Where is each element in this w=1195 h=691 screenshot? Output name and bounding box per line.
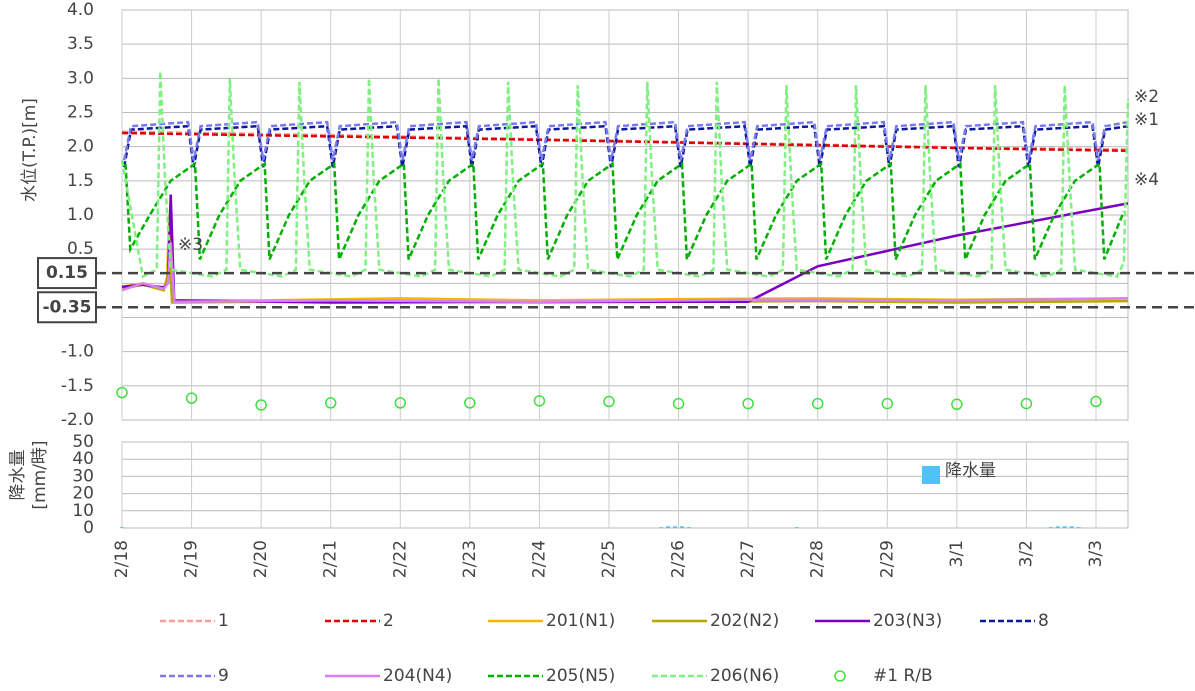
x-tick-label: 2/22	[390, 540, 410, 578]
y-tick-label: 0	[83, 518, 94, 538]
legend-label: 201(N1)	[546, 611, 615, 631]
x-tick-label: 2/25	[599, 540, 619, 578]
reference-label: -0.35	[43, 297, 92, 317]
plot-area	[121, 441, 1129, 529]
series-line	[121, 242, 1129, 304]
scatter-point	[1090, 395, 1102, 408]
scatter-point	[742, 397, 754, 410]
legend-label: 206(N6)	[710, 666, 779, 686]
scatter-point	[464, 397, 476, 409]
legend-label: 8	[1038, 611, 1049, 631]
y-tick-label: 3.5	[67, 34, 94, 54]
y-tick-label: -1.0	[61, 342, 94, 362]
y-tick-label: 50	[72, 432, 94, 452]
bar	[673, 526, 678, 528]
x-tick-label: 2/21	[321, 540, 341, 578]
series-line	[122, 120, 1129, 161]
legend-marker	[922, 466, 940, 484]
x-tick-label: 2/23	[460, 540, 480, 578]
legend-label: #1 R/B	[873, 666, 933, 686]
legend-label: 203(N3)	[873, 611, 942, 631]
x-tick-label: 3/1	[947, 540, 967, 567]
y-tick-label: 10	[72, 501, 94, 521]
series-line	[120, 71, 1130, 279]
y-tick-label: 30	[72, 466, 94, 486]
reference-label-box	[37, 291, 97, 324]
scatter-point	[324, 397, 337, 409]
bar	[1062, 526, 1067, 528]
legend-label: 1	[218, 611, 229, 631]
bar	[687, 527, 692, 528]
bar	[666, 526, 671, 528]
y-tick-label: 4.0	[67, 0, 94, 20]
bar	[1069, 526, 1074, 528]
y-tick-label: 2.0	[67, 137, 94, 157]
legend-label: 205(N5)	[546, 666, 615, 686]
y-tick-label: 2.5	[67, 103, 94, 123]
annotation: ※3	[178, 235, 203, 255]
x-tick-label: 2/24	[529, 540, 549, 578]
y-tick-label: 1.5	[67, 171, 94, 191]
x-tick-label: 2/28	[808, 540, 828, 578]
y-tick-label: -1.5	[61, 376, 94, 396]
y-axis-label: 降水量	[8, 450, 28, 501]
y-tick-label: 40	[72, 449, 94, 469]
scatter-point	[811, 397, 824, 410]
x-tick-label: 3/3	[1086, 540, 1106, 567]
reference-label: 0.15	[46, 263, 88, 283]
series-line	[121, 131, 1129, 153]
bar	[1048, 527, 1053, 528]
bar	[659, 527, 664, 528]
y-axis-label: [mm/時]	[30, 440, 50, 509]
x-tick-label: 2/27	[738, 540, 758, 578]
bar	[794, 527, 799, 528]
scatter-point	[255, 399, 267, 411]
x-tick-label: 3/2	[1016, 540, 1036, 567]
y-tick-label: 3.0	[67, 68, 94, 88]
scatter-point	[116, 386, 128, 399]
legend-label: 2	[383, 611, 394, 631]
legend-label: 9	[218, 666, 229, 686]
scatter-point	[1020, 397, 1033, 410]
legend-label: 204(N4)	[383, 666, 452, 686]
x-tick-label: 2/29	[877, 540, 897, 578]
annotation: ※1	[1134, 110, 1159, 130]
y-tick-label: -2.0	[61, 410, 94, 430]
y-tick-label: 0.5	[67, 239, 94, 259]
y-tick-label: 1.0	[67, 205, 94, 225]
bar	[1076, 527, 1081, 528]
scatter-point	[672, 397, 685, 410]
x-tick-label: 2/26	[669, 540, 689, 578]
legend-label: 202(N2)	[710, 611, 779, 631]
legend-marker	[834, 670, 846, 682]
y-tick-label: 20	[72, 484, 94, 504]
x-tick-label: 2/19	[182, 540, 202, 578]
annotation: ※4	[1134, 170, 1159, 190]
series-line	[124, 161, 1125, 260]
series-line	[121, 130, 1129, 151]
x-tick-label: 2/18	[112, 540, 132, 578]
bar	[680, 526, 685, 528]
y-axis-label: 水位(T.P.)[m]	[20, 98, 40, 202]
bar	[1055, 526, 1060, 528]
annotation: ※2	[1134, 87, 1159, 107]
x-tick-label: 2/20	[251, 540, 271, 578]
bar	[120, 527, 124, 528]
scatter-point	[394, 397, 407, 409]
scatter-point	[881, 397, 894, 410]
reference-label-box	[37, 257, 97, 290]
scatter-point	[951, 398, 963, 411]
scatter-point	[603, 395, 615, 408]
scatter-point	[533, 395, 546, 407]
legend-label: 降水量	[945, 461, 996, 481]
scatter-point	[185, 392, 198, 404]
